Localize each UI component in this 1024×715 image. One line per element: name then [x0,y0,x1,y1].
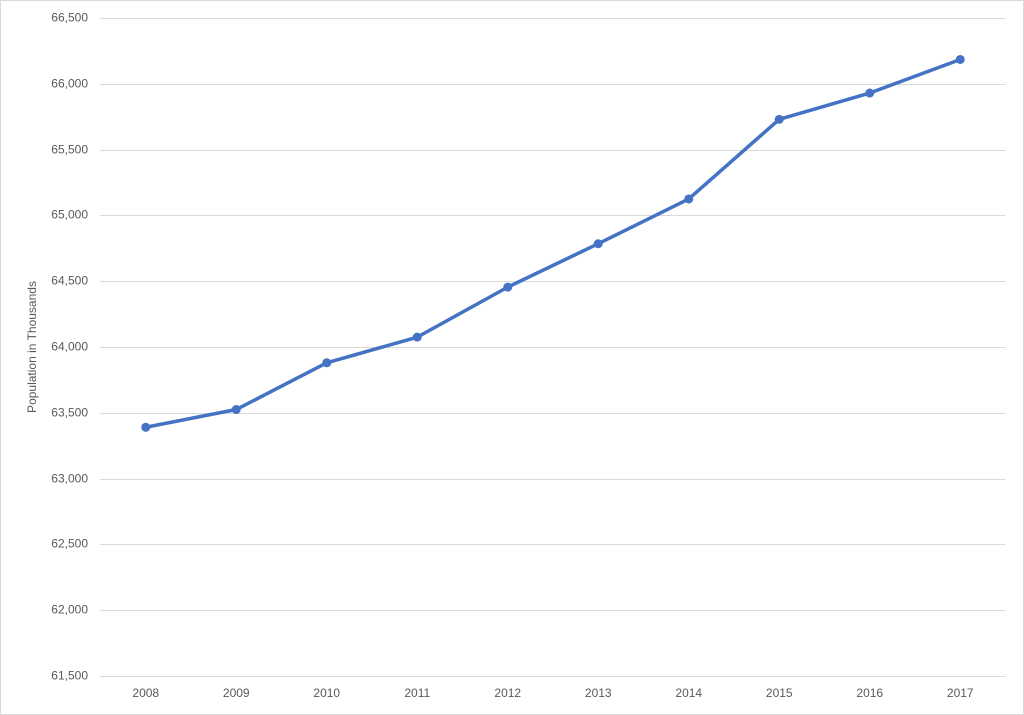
data-line [145,57,961,429]
x-tick-label: 2017 [947,686,974,700]
x-tick-label: 2016 [856,686,883,700]
x-tick-label: 2013 [585,686,612,700]
data-point [593,239,603,249]
x-tick-label: 2015 [766,686,793,700]
y-tick-label: 66,500 [51,11,88,25]
x-tick-label: 2010 [313,686,340,700]
y-tick-label: 62,500 [51,537,88,551]
x-tick-label: 2009 [223,686,250,700]
y-tick-label: 63,500 [51,406,88,420]
y-tick-label: 61,500 [51,669,88,683]
data-point [865,88,875,98]
data-point [503,282,513,292]
data-point [322,358,332,368]
data-point [684,194,694,204]
y-tick-label: 66,000 [51,77,88,91]
y-tick-label: 64,500 [51,274,88,288]
y-axis-label: Population in Thousands [25,281,39,413]
x-tick-label: 2011 [404,686,430,700]
data-point [231,405,241,415]
y-tick-label: 64,000 [51,340,88,354]
x-tick-label: 2014 [675,686,702,700]
data-point [412,332,422,342]
x-tick-label: 2008 [132,686,159,700]
data-point [955,54,965,64]
y-tick-label: 62,000 [51,603,88,617]
y-tick-label: 65,000 [51,208,88,222]
data-point [141,422,151,432]
y-tick-label: 65,500 [51,143,88,157]
y-tick-label: 63,000 [51,472,88,486]
x-tick-label: 2012 [494,686,521,700]
data-point [774,114,784,124]
